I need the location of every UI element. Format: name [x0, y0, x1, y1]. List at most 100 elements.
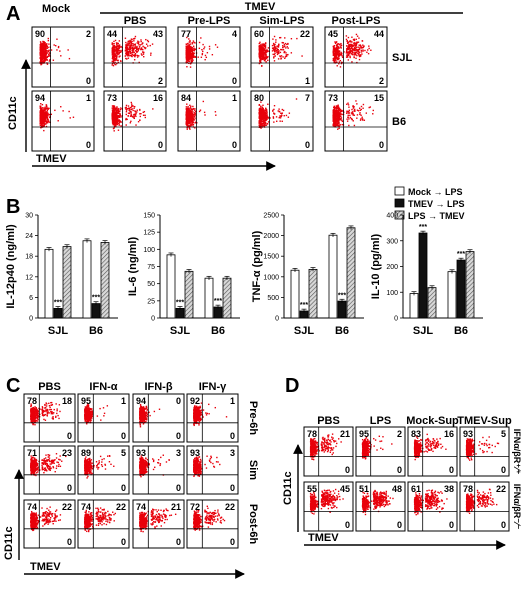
- flow-dot: [346, 42, 349, 45]
- flow-dot: [129, 54, 132, 57]
- flow-dot: [125, 52, 127, 54]
- flow-dot: [186, 61, 188, 64]
- flow-dot: [32, 408, 34, 410]
- flow-dot: [186, 115, 188, 118]
- flow-dot: [189, 124, 191, 127]
- flow-dot: [46, 55, 49, 58]
- flow-dot: [347, 104, 350, 106]
- flow-dot: [264, 113, 267, 116]
- flow-dot: [188, 44, 191, 46]
- flow-dot: [133, 55, 136, 57]
- flow-dot: [44, 403, 46, 406]
- flow-dot: [125, 104, 128, 107]
- flow-dot: [118, 53, 120, 55]
- flow-dot: [191, 53, 193, 55]
- flow-dot: [191, 55, 193, 58]
- flow-dot: [126, 58, 128, 60]
- flow-dot: [274, 55, 276, 57]
- flow-dot: [346, 54, 348, 56]
- flow-dot: [42, 57, 44, 59]
- flow-dot: [131, 49, 133, 52]
- flow-dot: [353, 56, 355, 58]
- category-label: B6: [211, 325, 225, 337]
- flow-dot: [204, 58, 206, 61]
- flow-dot: [45, 47, 47, 50]
- flow-dot: [351, 41, 353, 43]
- flow-dot: [273, 113, 276, 115]
- flow-dot: [265, 117, 267, 119]
- flow-dot: [190, 116, 193, 118]
- flow-dot: [117, 119, 119, 121]
- flow-dot: [115, 63, 117, 66]
- flow-dot: [263, 56, 265, 59]
- flow-dot: [132, 47, 135, 50]
- flow-dot: [132, 116, 134, 118]
- flow-dot: [264, 44, 267, 46]
- flow-dot: [46, 410, 48, 412]
- flow-dot: [120, 116, 122, 118]
- flow-dot: [267, 103, 269, 105]
- flow-dot: [188, 43, 190, 45]
- flow-dot: [259, 49, 261, 51]
- flow-dot: [50, 401, 53, 404]
- flow-dot: [57, 120, 59, 122]
- flow-dot: [185, 54, 187, 56]
- flow-dot: [46, 47, 48, 49]
- flow-dot: [41, 112, 43, 115]
- flow-dot: [145, 38, 147, 41]
- flow-dot: [372, 109, 374, 112]
- flow-dot: [115, 59, 117, 61]
- bar: [447, 271, 457, 319]
- flow-dot: [332, 118, 335, 121]
- flow-dot: [132, 50, 134, 52]
- flow-dot: [33, 421, 36, 423]
- flow-dot: [58, 404, 61, 406]
- flow-dot: [346, 45, 348, 47]
- flow-dot: [125, 118, 127, 121]
- flow-dot: [45, 114, 47, 116]
- flow-dot: [188, 46, 190, 48]
- flow-dot: [119, 120, 121, 122]
- flow-dot: [264, 47, 267, 49]
- flow-dot: [334, 54, 336, 56]
- flow-dot: [39, 408, 41, 410]
- flow-dot: [139, 109, 141, 111]
- flow-dot: [340, 62, 343, 65]
- flow-dot: [119, 113, 121, 115]
- flow-dot: [44, 117, 46, 119]
- flow-dot: [263, 115, 266, 117]
- flow-dot: [129, 49, 131, 51]
- flow-dot: [146, 39, 149, 42]
- quadrant-upper-right: 43: [153, 29, 163, 39]
- flow-dot: [32, 414, 34, 416]
- flow-dot: [46, 122, 49, 124]
- flow-dot: [118, 47, 120, 50]
- flow-dot: [188, 121, 190, 123]
- flow-dot: [135, 112, 137, 114]
- flow-dot: [44, 54, 46, 57]
- flow-dot: [347, 59, 350, 61]
- flow-dot: [40, 60, 42, 63]
- flow-dot: [185, 118, 187, 120]
- flow-dot: [141, 51, 144, 53]
- flow-dot: [189, 128, 191, 130]
- flow-dot: [280, 113, 283, 115]
- flow-dot: [191, 43, 194, 45]
- flow-dot: [351, 36, 353, 38]
- flow-dot: [146, 45, 149, 47]
- flow-dot: [114, 55, 116, 58]
- flow-dot: [258, 103, 261, 106]
- flow-dot: [37, 409, 39, 412]
- flow-dot: [333, 107, 336, 109]
- flow-dot: [116, 107, 118, 109]
- bar: [427, 287, 437, 319]
- flow-dot: [45, 120, 48, 122]
- flow-dot: [127, 54, 130, 57]
- flow-dot: [129, 109, 131, 111]
- flow-dot: [186, 110, 189, 112]
- flow-dot: [335, 116, 337, 119]
- flow-dot: [188, 108, 191, 110]
- flow-dot: [358, 47, 361, 49]
- flow-dot: [351, 51, 354, 54]
- flow-dot: [147, 40, 150, 43]
